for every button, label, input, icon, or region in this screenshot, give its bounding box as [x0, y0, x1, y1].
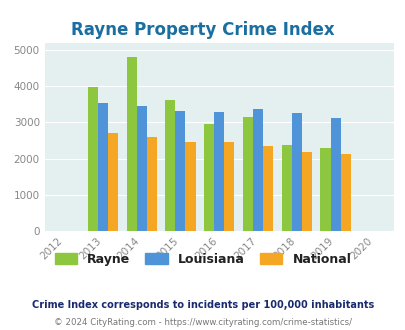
Bar [108, 133, 118, 231]
Bar [291, 113, 301, 231]
Bar [224, 142, 234, 231]
Bar [252, 110, 262, 231]
Bar [262, 146, 273, 231]
Text: Rayne Property Crime Index: Rayne Property Crime Index [71, 21, 334, 39]
Bar [87, 87, 98, 231]
Bar [340, 154, 350, 231]
Bar [301, 152, 311, 231]
Bar [320, 148, 330, 231]
Bar [242, 117, 252, 231]
Bar [146, 137, 156, 231]
Text: © 2024 CityRating.com - https://www.cityrating.com/crime-statistics/: © 2024 CityRating.com - https://www.city… [54, 318, 351, 327]
Bar [281, 145, 291, 231]
Bar [185, 142, 195, 231]
Bar [98, 103, 108, 231]
Bar [136, 106, 146, 231]
Bar [175, 111, 185, 231]
Bar [165, 100, 175, 231]
Bar [214, 112, 224, 231]
Bar [330, 118, 340, 231]
Bar [126, 57, 136, 231]
Bar [204, 124, 214, 231]
Text: Crime Index corresponds to incidents per 100,000 inhabitants: Crime Index corresponds to incidents per… [32, 300, 373, 310]
Legend: Rayne, Louisiana, National: Rayne, Louisiana, National [55, 253, 350, 266]
